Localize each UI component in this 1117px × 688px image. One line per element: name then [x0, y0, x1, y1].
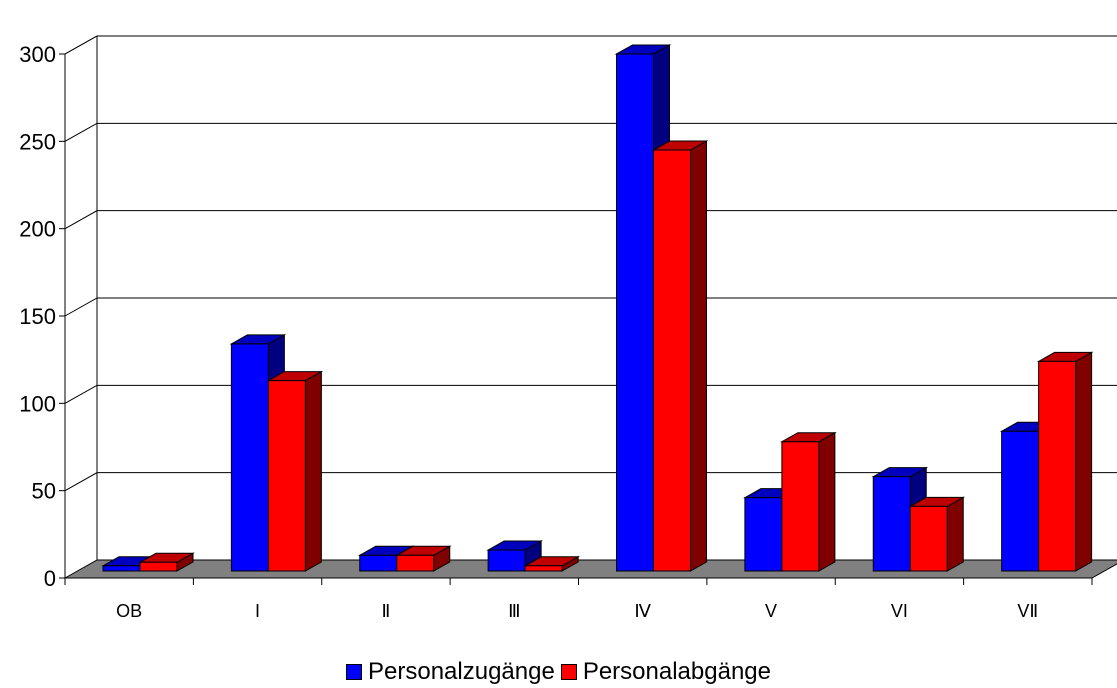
- y-tick-label: 150: [19, 304, 56, 329]
- x-tick-label: VI: [891, 601, 908, 621]
- bar-front: [102, 565, 141, 572]
- y-tick-label: 100: [19, 391, 56, 416]
- legend-item-series-1: Personalabgänge: [560, 658, 771, 686]
- legend-label-series-0: Personalzugänge: [368, 658, 555, 685]
- bar-series-1-VI: [908, 496, 966, 572]
- x-tick-label: Ⅱ: [382, 601, 391, 621]
- bar-front: [1001, 430, 1040, 572]
- side-wall-top: [64, 35, 98, 55]
- bar-front: [616, 53, 654, 572]
- bar-front: [487, 549, 526, 572]
- y-tick-label: 50: [32, 479, 56, 504]
- tick-labels: 0 50 100 150 200 250 300 OB I Ⅱ Ⅲ Ⅳ V VI VⅡ: [19, 42, 1038, 621]
- bar-side: [946, 496, 964, 572]
- bar-side: [690, 140, 707, 572]
- x-tick-label: I: [255, 601, 260, 621]
- gridline: [64, 122, 1117, 142]
- bar-front: [139, 561, 178, 572]
- x-tick-label: OB: [116, 601, 142, 621]
- bar-series-1-Ⅳ: [651, 140, 709, 572]
- y-tick-label: 200: [19, 217, 56, 242]
- bar-front: [359, 554, 398, 572]
- x-tick-label: Ⅲ: [508, 601, 520, 621]
- bar-front: [524, 565, 563, 572]
- bar-front: [872, 476, 911, 572]
- bar-front: [1038, 360, 1077, 572]
- bar-front: [396, 554, 435, 572]
- y-tick-label: 0: [44, 566, 56, 591]
- bar-front: [653, 149, 691, 572]
- y-tick-label: 250: [19, 129, 56, 154]
- bar-series-1-Ⅲ: [523, 555, 581, 572]
- x-tick-label: V: [765, 601, 777, 621]
- bar-front: [744, 497, 783, 572]
- bar-front: [267, 380, 306, 572]
- legend: Personalzugänge Personalabgänge: [0, 658, 1117, 686]
- legend-swatch-series-0: [346, 664, 363, 680]
- gridline: [64, 35, 1117, 55]
- bar-side: [818, 431, 836, 572]
- x-tick-label: VⅡ: [1017, 601, 1038, 621]
- gridline: [64, 297, 1117, 317]
- bar-side: [1075, 351, 1093, 572]
- bar-series-1-OB: [138, 552, 195, 572]
- gridline: [64, 384, 1117, 404]
- x-tick-label: Ⅳ: [634, 601, 651, 621]
- axes: [59, 35, 1093, 585]
- bar-chart: 0 50 100 150 200 250 300 OB I Ⅱ Ⅲ Ⅳ V VI VⅡ: [19, 35, 1117, 621]
- bars: [101, 44, 1094, 572]
- bar-series-1-V: [779, 431, 837, 572]
- bar-front: [781, 441, 820, 572]
- legend-item-series-0: Personalzugänge: [346, 658, 555, 686]
- bar-series-1-I: [266, 370, 324, 572]
- legend-swatch-series-1: [560, 664, 577, 680]
- gridlines: [64, 35, 1117, 492]
- bar-series-1-Ⅱ: [394, 545, 452, 572]
- gridline: [64, 210, 1117, 230]
- bar-front: [230, 343, 269, 572]
- legend-label-series-1: Personalabgänge: [582, 658, 771, 685]
- bar-series-1-VⅡ: [1036, 351, 1094, 572]
- bar-side: [304, 370, 322, 572]
- bar-front: [909, 505, 948, 572]
- y-tick-label: 300: [19, 42, 56, 67]
- gridline: [64, 472, 1117, 492]
